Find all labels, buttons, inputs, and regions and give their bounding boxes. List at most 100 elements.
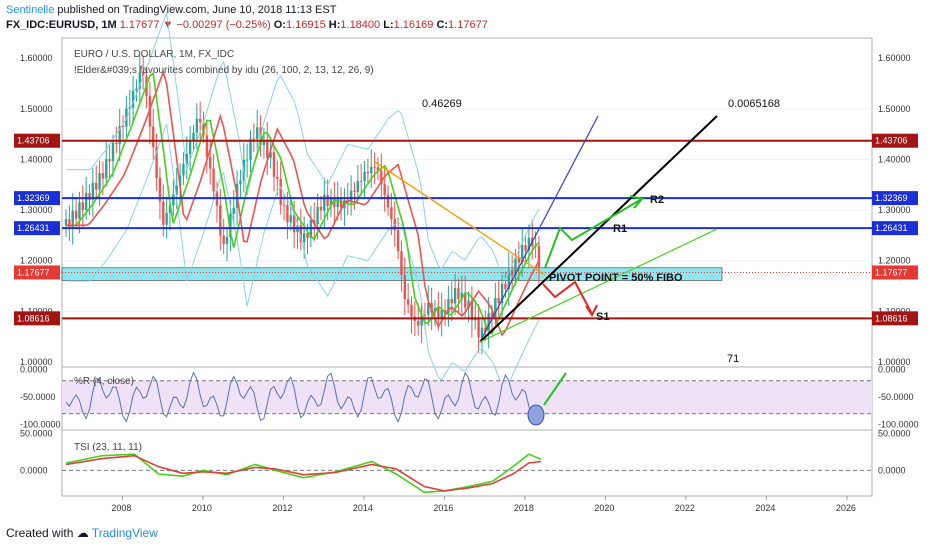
y-tick-label-right: 50.0000 <box>878 429 911 439</box>
candle-body <box>198 118 202 123</box>
candle-body <box>450 299 453 304</box>
candle-body <box>427 302 430 315</box>
candle-body <box>410 304 413 317</box>
candle-body <box>192 132 195 142</box>
candle-body <box>373 166 376 168</box>
candle-body <box>155 147 158 178</box>
x-tick-label: 2010 <box>192 503 212 513</box>
green-path-arrow <box>544 199 641 269</box>
tsi-line <box>65 453 542 494</box>
candle-body <box>289 215 292 223</box>
candle-body <box>460 292 464 299</box>
close-label: C: <box>436 19 449 31</box>
candle-body <box>185 154 188 164</box>
candle-body <box>319 206 323 211</box>
candle-body <box>353 190 356 192</box>
last-price-tag-right <box>872 265 918 280</box>
last-price-label-left: 1.17677 <box>17 267 50 277</box>
main-chart-title: EURO / U.S. DOLLAR, 1M, FX_IDC <box>74 49 234 60</box>
candle-body <box>484 327 487 333</box>
candle-body <box>168 205 172 213</box>
level-label-right: 1.08616 <box>875 313 908 323</box>
open-value: 1.16915 <box>285 19 326 31</box>
tradingview-brand[interactable]: TradingView <box>91 526 158 540</box>
candle-body <box>286 205 289 223</box>
level-tag-left <box>14 191 60 206</box>
candle-body <box>162 201 165 225</box>
candle-body <box>370 166 373 174</box>
orange-trendline <box>374 161 546 276</box>
fan-ratio-label: 0.0065168 <box>728 98 780 110</box>
level-tag-right <box>872 133 918 148</box>
candle-body <box>175 185 178 195</box>
y-tick-label-right: 1.20000 <box>878 256 911 266</box>
candle-body <box>494 298 497 318</box>
chart-canvas[interactable]: 1.60000 1.60000 1.50000 1.50000 1.40000 1.400… <box>0 0 932 520</box>
candle-body <box>232 207 235 214</box>
author-name[interactable]: Sentinelle <box>6 4 55 16</box>
candle-body <box>520 244 524 263</box>
candle-body <box>363 171 366 182</box>
black-fan-line <box>479 115 718 343</box>
candle-body <box>437 308 440 319</box>
candle-body <box>209 156 212 169</box>
high-value: 1.18400 <box>340 19 381 31</box>
level-label-left: 1.08616 <box>17 313 50 323</box>
y-tick-label-left: 1.40000 <box>20 154 53 164</box>
y-tick-label-left: 1.50000 <box>20 104 53 114</box>
fast-ema-line <box>66 71 540 335</box>
candle-body <box>276 176 279 179</box>
y-tick-label-right: 0.0000 <box>878 365 906 375</box>
candle-body <box>527 237 531 251</box>
level-tag-left <box>14 221 60 236</box>
candle-body <box>440 310 443 319</box>
y-tick-label-right: 1.50000 <box>878 104 911 114</box>
candle-body <box>400 251 403 275</box>
candle-body <box>537 245 541 269</box>
candle-body <box>91 183 95 200</box>
candle-body <box>98 173 101 190</box>
x-tick-label: 2014 <box>353 503 373 513</box>
candle-body <box>188 141 192 155</box>
blue-fan-line <box>479 115 599 343</box>
candle-body <box>165 212 168 225</box>
arrow-head-icon <box>585 304 598 317</box>
pivot-zone <box>61 267 723 281</box>
candle-body <box>239 180 242 184</box>
candle-body <box>88 192 91 200</box>
candle-body <box>386 194 390 208</box>
symbol-label: FX_IDC:EURUSD, 1M <box>6 19 117 31</box>
y-tick-label-right: 0.0000 <box>878 465 906 475</box>
y-tick-label-right: 1.60000 <box>878 53 911 63</box>
y-tick-label-left: 1.00000 <box>20 357 53 367</box>
y-tick-label-left: 0.0000 <box>20 465 48 475</box>
x-tick-label: 2024 <box>755 503 775 513</box>
s1-label: S1 <box>596 311 609 323</box>
candle-body <box>81 202 84 211</box>
close-value: 1.17677 <box>448 19 488 31</box>
candle-body <box>64 219 68 226</box>
candle-body <box>158 177 162 202</box>
candle-body <box>121 126 125 128</box>
level-tag-right <box>872 311 918 326</box>
indicator-label: !Elder&#039;s favourites combined by idu… <box>74 65 374 76</box>
candle-body <box>333 197 336 208</box>
candle-body <box>359 180 363 182</box>
y-tick-label-left: 1.20000 <box>20 256 53 266</box>
candle-body <box>470 300 474 321</box>
y-tick-label-right: 1.30000 <box>878 205 911 215</box>
candle-body <box>245 159 249 161</box>
bar-count-label: 71 <box>727 353 739 365</box>
candle-body <box>115 142 118 145</box>
candle-body <box>68 219 71 228</box>
candle-body <box>403 274 406 300</box>
upper-band-line <box>66 12 540 281</box>
candle-body <box>141 72 145 77</box>
green-up-arrow <box>543 372 567 406</box>
y-tick-label-right: 1.40000 <box>878 154 911 164</box>
candle-body <box>366 171 370 174</box>
candle-body <box>108 159 111 162</box>
x-tick-label: 2018 <box>514 503 534 513</box>
candle-body <box>453 288 457 304</box>
low-label: L: <box>383 19 394 31</box>
